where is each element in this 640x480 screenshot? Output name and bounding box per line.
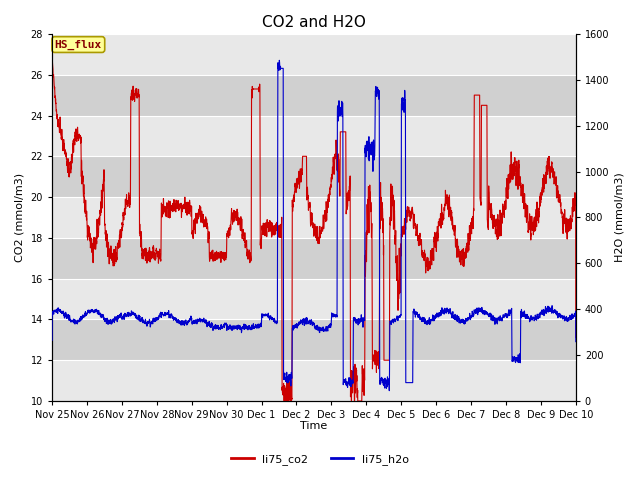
Bar bbox=[52, 34, 576, 75]
Bar bbox=[52, 197, 576, 238]
Bar bbox=[52, 238, 576, 278]
Bar bbox=[52, 360, 576, 401]
Bar bbox=[52, 116, 576, 156]
Y-axis label: H2O (mmol/m3): H2O (mmol/m3) bbox=[615, 173, 625, 263]
Bar bbox=[52, 278, 576, 319]
Title: CO2 and H2O: CO2 and H2O bbox=[262, 15, 366, 30]
Bar bbox=[52, 319, 576, 360]
Text: HS_flux: HS_flux bbox=[54, 39, 102, 49]
X-axis label: Time: Time bbox=[300, 421, 328, 432]
Legend: li75_co2, li75_h2o: li75_co2, li75_h2o bbox=[227, 450, 413, 469]
Bar bbox=[52, 75, 576, 116]
Y-axis label: CO2 (mmol/m3): CO2 (mmol/m3) bbox=[15, 173, 25, 262]
Bar bbox=[52, 156, 576, 197]
